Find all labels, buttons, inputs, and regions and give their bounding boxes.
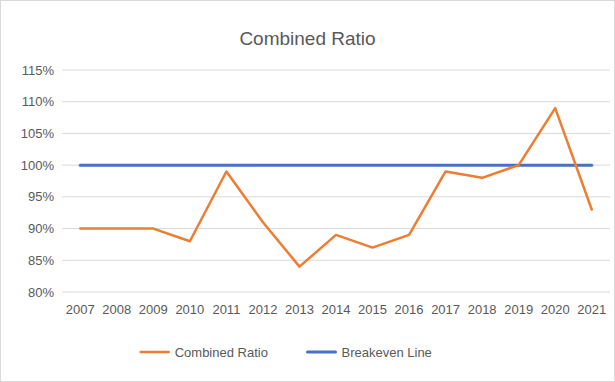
y-tick-label: 105%: [21, 126, 55, 141]
x-tick-label: 2021: [577, 302, 606, 317]
grid-line: [62, 260, 610, 261]
chart-title: Combined Ratio: [239, 28, 375, 49]
series-line: [80, 108, 591, 267]
grid-line: [62, 133, 610, 134]
x-tick-label: 2009: [139, 302, 168, 317]
x-tick-label: 2010: [175, 302, 204, 317]
chart-border: [1, 1, 615, 382]
x-tick-label: 2007: [66, 302, 95, 317]
legend-swatch: [308, 351, 336, 354]
chart-svg: Combined Ratio 80% 85% 90% 95% 100% 105% 110% 11…: [0, 0, 615, 382]
grid-line: [62, 70, 610, 71]
x-tick-label: 2014: [322, 302, 351, 317]
x-tick-label: 2013: [285, 302, 314, 317]
y-tick-label: 115%: [22, 63, 55, 78]
y-tick-label: 80%: [28, 285, 54, 300]
legend-label: Combined Ratio: [175, 345, 268, 360]
grid: [62, 70, 610, 292]
y-tick-label: 85%: [28, 253, 54, 268]
grid-line: [62, 101, 610, 102]
x-tick-label: 2015: [358, 302, 387, 317]
plot-area: [80, 108, 591, 267]
legend-swatch: [141, 351, 169, 354]
grid-line: [62, 292, 610, 293]
y-tick-label: 90%: [28, 221, 54, 236]
x-tick-label: 2011: [212, 302, 240, 317]
chart-container: Combined Ratio 80% 85% 90% 95% 100% 105% 110% 11…: [0, 0, 615, 382]
legend: Combined Ratio Breakeven Line: [141, 345, 432, 360]
x-tick-label: 2012: [248, 302, 277, 317]
x-tick-label: 2018: [468, 302, 497, 317]
y-tick-label: 95%: [28, 189, 54, 204]
x-tick-label: 2019: [504, 302, 533, 317]
legend-label: Breakeven Line: [342, 345, 432, 360]
y-tick-label: 100%: [21, 158, 55, 173]
grid-line: [62, 196, 610, 197]
x-tick-label: 2016: [395, 302, 424, 317]
x-tick-label: 2008: [102, 302, 131, 317]
x-tick-label: 2017: [431, 302, 460, 317]
x-tick-label: 2020: [541, 302, 570, 317]
grid-line: [62, 165, 610, 166]
y-tick-label: 110%: [22, 94, 55, 109]
